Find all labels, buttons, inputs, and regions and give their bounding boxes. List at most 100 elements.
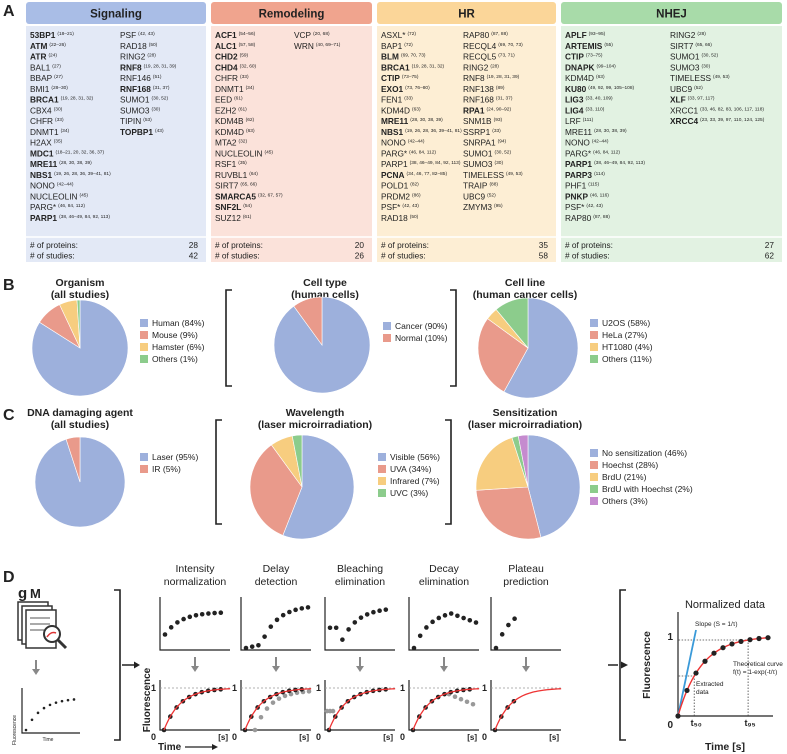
data-point xyxy=(473,620,479,625)
panel-label: B xyxy=(3,277,15,294)
tick-label: 0 xyxy=(667,720,673,731)
reference: (30, 52) xyxy=(702,53,719,59)
plot-axes xyxy=(159,680,230,731)
tick-label: 0 xyxy=(151,732,156,742)
reference: (40, 69–71) xyxy=(316,42,341,48)
step-title: Intensity xyxy=(175,563,215,575)
data-point xyxy=(499,632,505,637)
data-point xyxy=(702,658,708,664)
reference: (23, 33, 39, 97, 110, 124, 125) xyxy=(700,117,765,123)
protein-entry: SSRP1 (33) xyxy=(463,127,501,137)
data-point xyxy=(293,607,298,613)
protein-name: RECQL4 xyxy=(463,41,497,51)
data-point xyxy=(346,627,351,632)
reference: (30) xyxy=(702,63,711,69)
pie-slice xyxy=(477,318,529,393)
magnifier-icon xyxy=(43,625,61,643)
protein-name: TRAIP xyxy=(463,181,488,191)
legend-swatch xyxy=(140,319,148,327)
legend-swatch xyxy=(590,355,598,363)
reference: (28, 30, 38, 39) xyxy=(410,117,443,123)
data-point xyxy=(377,608,382,613)
protein-name: RNF168 xyxy=(463,95,494,105)
fit-curve xyxy=(494,688,562,731)
protein-entry: POLD1 (82) xyxy=(381,181,419,191)
data-point xyxy=(193,612,199,618)
legend-swatch xyxy=(590,485,598,493)
footer-value: 20 xyxy=(355,240,365,250)
data-point xyxy=(243,645,249,651)
fit-curve xyxy=(163,688,231,731)
data-point xyxy=(684,687,690,694)
reference: (115) xyxy=(588,182,599,188)
data-point xyxy=(448,611,454,616)
reference: (53) xyxy=(143,117,152,123)
protein-entry: KU80 (49, 92, 99, 105–108) xyxy=(565,84,634,94)
legend-swatch xyxy=(378,453,386,461)
fit-curve xyxy=(412,688,480,731)
protein-name: DNMT1 xyxy=(30,127,59,137)
protein-entry: NUCLEOLIN (45) xyxy=(215,148,273,158)
reference: (45) xyxy=(265,149,274,155)
reference: (64) xyxy=(249,171,258,177)
reference: (34, 46, 77, 82–85) xyxy=(407,171,448,177)
protein-entry: RAP80 (87, 88) xyxy=(463,30,508,40)
protein-name: RSF1 xyxy=(215,159,237,169)
column-title: Remodeling xyxy=(259,9,325,21)
reference: (42–44) xyxy=(592,139,609,145)
chart-title: Cell line xyxy=(505,277,545,289)
protein-name: ZMYM3 xyxy=(463,202,492,212)
protein-entry: SUZ12 (61) xyxy=(215,213,252,223)
reference: (63) xyxy=(596,74,605,80)
protein-name: KU80 xyxy=(565,84,587,94)
legend-swatch xyxy=(590,343,598,351)
plot-axes xyxy=(324,597,395,651)
protein-entry: SNRPA1 (94) xyxy=(463,138,507,148)
plot-axes xyxy=(240,680,311,731)
plot-axes xyxy=(408,680,479,731)
protein-name: UBC9 xyxy=(463,191,486,201)
fit-curve xyxy=(244,688,312,731)
data-point xyxy=(430,619,435,625)
reference: (27) xyxy=(54,74,63,80)
legend-swatch xyxy=(140,453,148,461)
protein-name: WRN xyxy=(294,41,314,51)
legend-label: BrdU (21%) xyxy=(602,472,647,482)
protein-entry: RSF1 (35) xyxy=(215,159,247,169)
pie-slice xyxy=(291,434,303,488)
protein-entry: PARP3 (114) xyxy=(565,170,605,180)
legend-swatch xyxy=(378,489,386,497)
chart-title: (all studies) xyxy=(51,419,109,431)
reference: (35) xyxy=(238,160,247,166)
data-point xyxy=(249,644,255,649)
arrow-head xyxy=(621,661,628,669)
legend-label: Others (1%) xyxy=(152,354,198,364)
protein-name: SIRT7 xyxy=(215,181,239,191)
column-header xyxy=(561,2,782,24)
icon-x-label: Time xyxy=(43,737,54,743)
pie-slice xyxy=(65,436,81,483)
protein-entry: PARP1 (38, 46–49, 84, 92, 113) xyxy=(565,159,645,169)
protein-entry: ATR (24) xyxy=(30,52,57,62)
reference: (89) xyxy=(496,85,505,91)
reference: (52) xyxy=(487,192,496,198)
protein-entry: SUMO1 (30, 52) xyxy=(670,52,718,62)
data-point xyxy=(206,611,211,616)
reference: (46, 84, 112) xyxy=(593,149,620,155)
pie-slice xyxy=(76,299,81,349)
protein-name: NUCLEOLIN xyxy=(215,148,263,158)
protein-entry: SIRT7 (65, 66) xyxy=(215,181,257,191)
protein-entry: DNAPK (99–104) xyxy=(565,62,616,72)
protein-name: SUMO3 xyxy=(670,62,700,72)
data-point xyxy=(274,617,280,623)
reference: (65, 66) xyxy=(695,42,712,48)
protein-name: NONO xyxy=(381,138,406,148)
protein-name: RECQL5 xyxy=(463,52,497,62)
reference: (24) xyxy=(48,53,57,59)
protein-name: EED xyxy=(215,95,232,105)
arrow-head xyxy=(212,744,218,750)
pie-slice xyxy=(282,434,355,540)
pie-slice xyxy=(527,434,581,538)
data-point xyxy=(306,689,312,694)
protein-entry: TRAIP (88) xyxy=(463,181,498,191)
